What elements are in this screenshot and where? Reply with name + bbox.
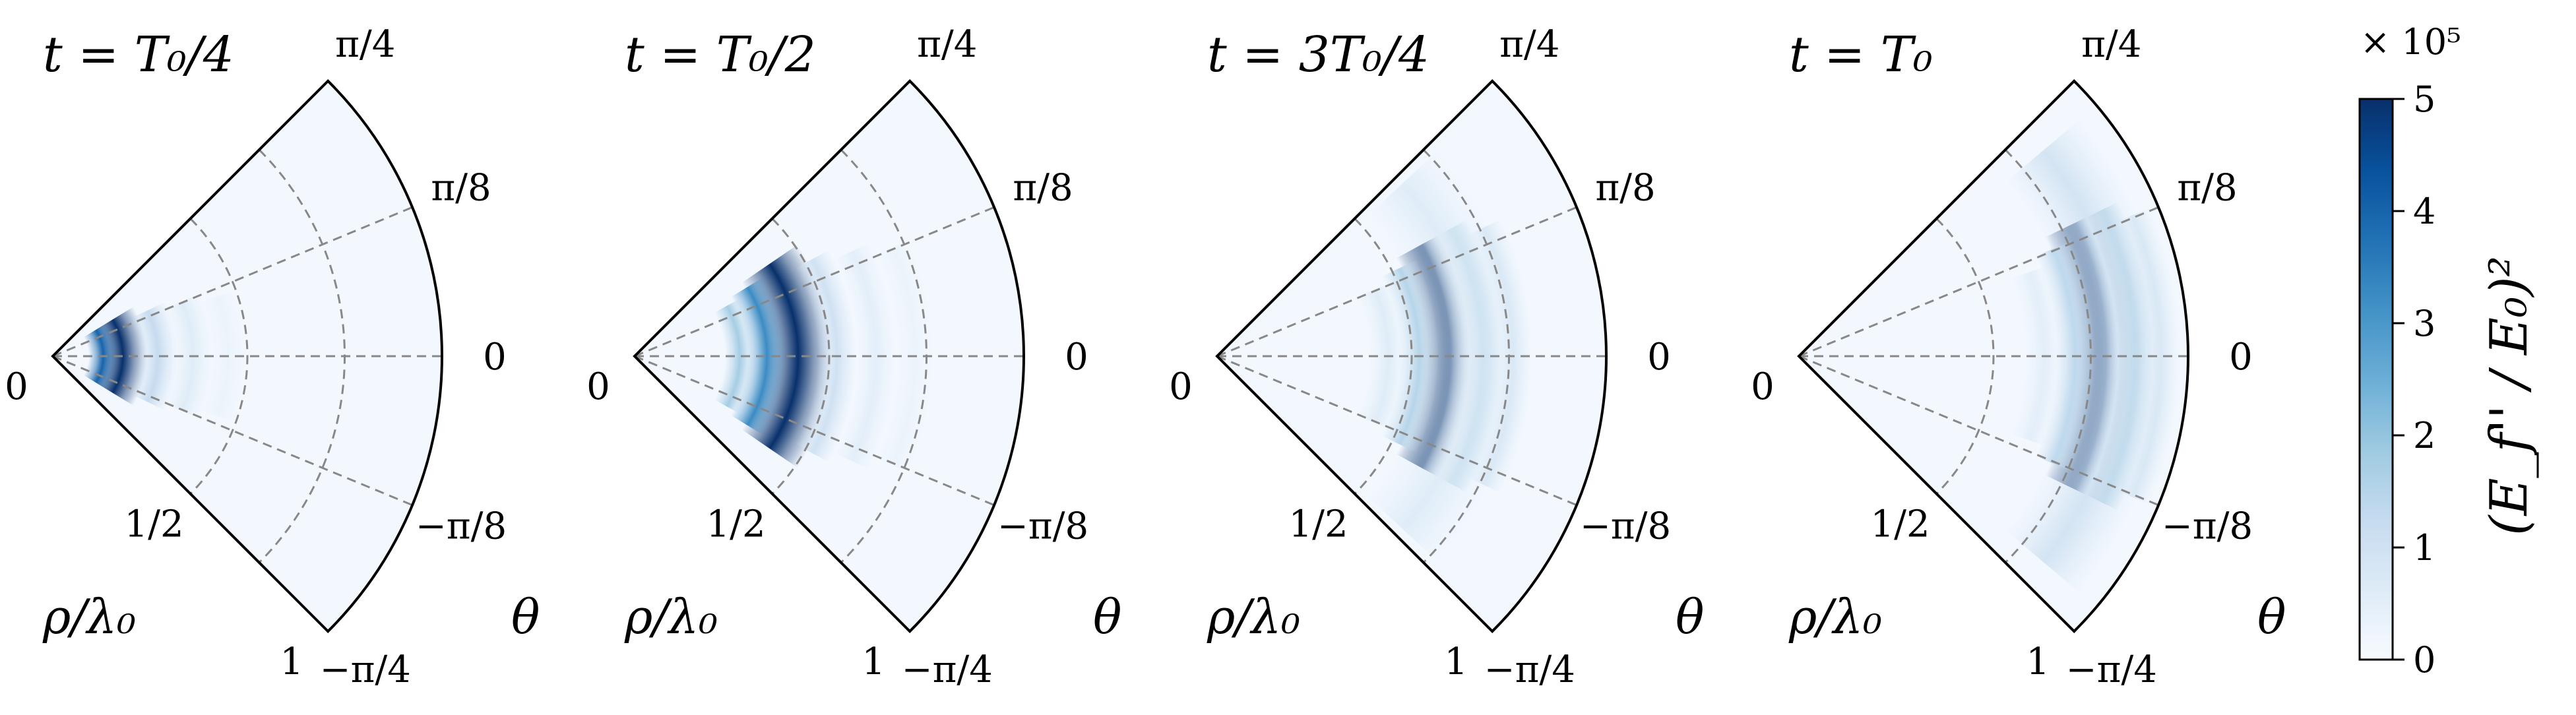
theta-tick-label: −π/4 [320,648,411,691]
intensity-ring [635,238,938,474]
theta-tick-label: π/4 [1499,23,1559,66]
rho-axis-label: ρ/λ₀ [624,589,718,644]
panel-title: t = T₀/2 [625,26,816,83]
theta-gridline [52,355,413,507]
rho-tick-label: 1/2 [707,503,766,546]
theta-tick-label: −π/8 [416,505,507,547]
rho-tick-label: 1 [1444,640,1468,683]
theta-gridline [1216,206,1577,358]
theta-tick-label: −π/8 [2162,505,2253,547]
polar-panel-1: π/4 π/8 0 −π/8 −π/4 0 1/2 1 ρ/λ₀ θ t = T₀/4 [5,23,540,691]
theta-tick-label: −π/8 [1580,505,1671,547]
polar-panel-4: π/4 π/8 0 −π/8 −π/4 0 1/2 1 ρ/λ₀ θ t = T₀ [1751,23,2286,691]
theta-axis-label: θ [1093,589,1121,644]
panel-title: t = 3T₀/4 [1207,26,1429,83]
rho-tick-label: 1/2 [1871,503,1930,546]
colorbar-tick-label: 2 [2413,415,2435,456]
sector-outline [51,78,443,634]
theta-tick-label: 0 [1647,336,1671,379]
panel-title: t = T₀/4 [43,26,234,83]
theta-gridline [634,206,995,358]
theta-gridline [1798,206,2159,358]
rho-gridline [771,218,831,495]
rho-tick-label: 0 [586,365,610,408]
theta-tick-label: −π/4 [1484,648,1575,691]
colorbar-gradient [2358,98,2394,661]
theta-tick-label: π/8 [1013,167,1073,210]
theta-tick-label: π/8 [431,167,491,210]
theta-axis-label: θ [1676,589,1704,644]
theta-tick-label: 0 [483,336,507,379]
theta-tick-label: −π/4 [902,648,993,691]
theta-gridline [634,355,995,507]
theta-tick-label: π/4 [917,23,977,66]
theta-tick-label: 0 [2229,336,2253,379]
rho-gridline [1935,218,1995,495]
theta-tick-label: π/8 [2177,167,2237,210]
theta-tick-label: π/4 [2081,23,2141,66]
sector-outline [633,78,1025,634]
rho-tick-label: 0 [1751,365,1775,408]
rho-axis-label: ρ/λ₀ [1207,589,1300,644]
rho-tick-label: 1 [280,640,303,683]
colorbar-tick-label: 3 [2413,303,2435,344]
colorbar-label: (E_f'' / E₀)² [2480,256,2539,536]
theta-tick-label: 0 [1065,336,1088,379]
rho-tick-label: 1 [862,640,885,683]
rho-tick-label: 1/2 [1289,503,1348,546]
colorbar-tick-label: 1 [2413,527,2435,569]
rho-tick-label: 1 [2026,640,2050,683]
colorbar: × 10⁵ 0 1 2 3 4 5 (E_f'' / E₀)² [2358,21,2539,681]
colorbar-tick-label: 0 [2413,639,2435,681]
theta-gridline [1216,355,1577,507]
polar-panel-3: π/4 π/8 0 −π/8 −π/4 0 1/2 1 ρ/λ₀ θ t = 3T₀/4 [1169,23,1704,691]
colorbar-multiplier: × 10⁵ [2360,21,2461,63]
panel-title: t = T₀ [1789,26,1933,83]
rho-gridline [1422,149,1510,563]
rho-axis-label: ρ/λ₀ [42,589,136,644]
rho-gridline [2004,149,2092,563]
rho-gridline [258,149,346,563]
theta-tick-label: −π/4 [2066,648,2157,691]
rho-gridline [1354,218,1413,495]
theta-gridline [52,206,413,358]
rho-tick-label: 0 [5,365,28,408]
rho-tick-label: 1/2 [125,503,184,546]
polar-panel-2: π/4 π/8 0 −π/8 −π/4 0 1/2 1 ρ/λ₀ θ t = T₀/2 [586,23,1121,691]
theta-gridline [1798,355,2159,507]
theta-axis-label: θ [2257,589,2286,644]
rho-gridline [189,218,249,495]
rho-gridline [840,149,927,563]
rho-axis-label: ρ/λ₀ [1788,589,1882,644]
colorbar-tick-label: 4 [2413,191,2435,232]
sector-outline [1215,78,1608,634]
sector-outline [1797,78,2189,634]
theta-axis-label: θ [511,589,540,644]
rho-tick-label: 0 [1169,365,1193,408]
theta-tick-label: −π/8 [997,505,1088,547]
theta-tick-label: π/4 [335,23,395,66]
theta-tick-label: π/8 [1595,167,1655,210]
colorbar-tick-label: 5 [2413,78,2435,120]
